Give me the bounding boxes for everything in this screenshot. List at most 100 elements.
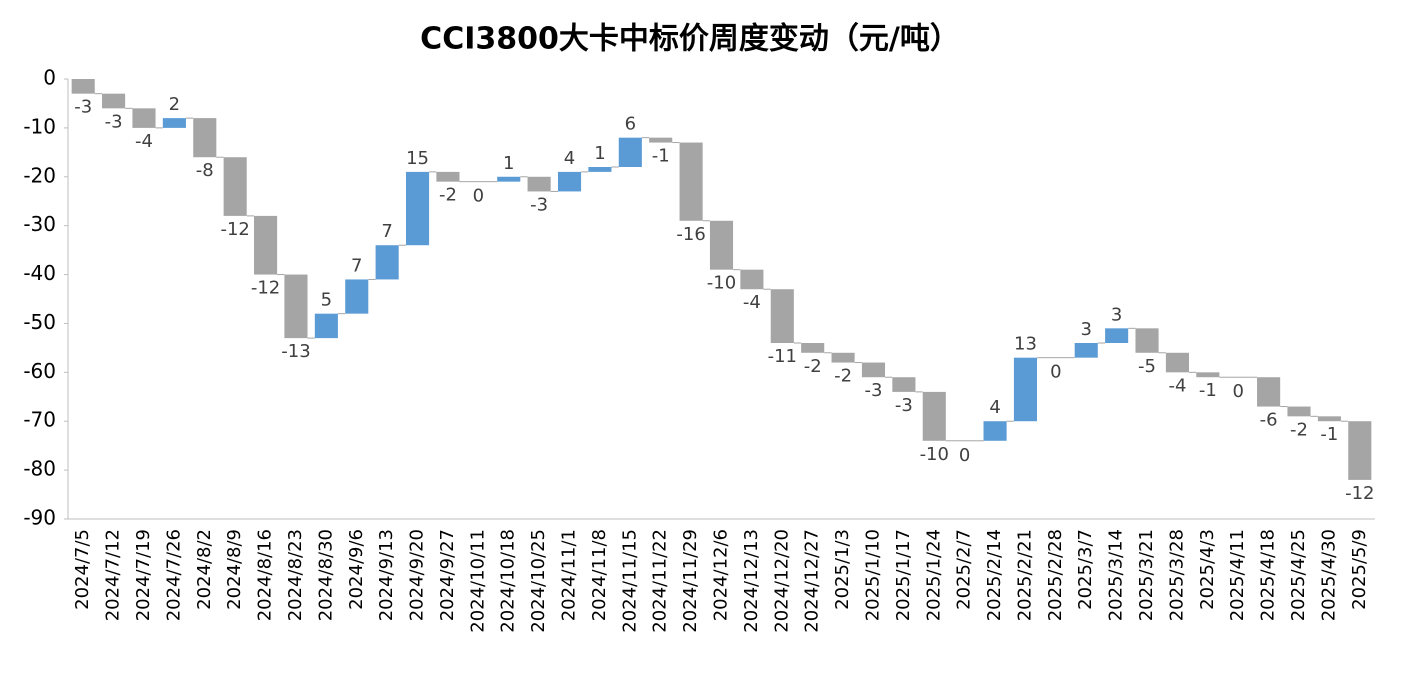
value-label: 1	[503, 153, 514, 174]
y-tick-label: -30	[23, 212, 56, 236]
value-label: -5	[1138, 356, 1156, 377]
x-tick-label: 2024/11/15	[619, 529, 640, 633]
x-tick-label: 2024/8/9	[224, 529, 245, 610]
bar	[1044, 357, 1068, 359]
y-tick-label: -70	[23, 408, 56, 432]
x-tick-label: 2025/1/3	[832, 529, 853, 610]
x-tick-label: 2024/8/23	[285, 529, 306, 621]
value-label: 0	[959, 445, 970, 466]
bar	[740, 269, 764, 290]
x-tick-label: 2024/9/27	[437, 529, 458, 621]
bar	[1074, 343, 1098, 358]
value-label: -3	[895, 395, 913, 416]
bar	[1226, 376, 1250, 378]
bar	[709, 220, 734, 270]
bar	[284, 274, 308, 339]
x-tick-label: 2025/3/14	[1106, 529, 1127, 621]
bar	[345, 279, 369, 314]
bar	[1348, 421, 1372, 480]
value-label: 4	[989, 397, 1000, 418]
x-tick-label: 2024/11/22	[650, 529, 671, 633]
bar	[831, 352, 855, 363]
x-tick-label: 2024/10/18	[498, 529, 519, 633]
x-tick-label: 2024/7/5	[72, 529, 93, 610]
x-tick-label: 2025/2/7	[954, 529, 975, 610]
x-tick-label: 2024/7/19	[133, 529, 154, 621]
value-label: -10	[707, 273, 736, 294]
value-label: -6	[1260, 410, 1278, 431]
bar	[436, 171, 460, 182]
bar	[1165, 352, 1189, 373]
y-tick-label: -90	[23, 506, 56, 530]
x-tick-label: 2025/4/11	[1227, 529, 1248, 621]
y-tick-label: -20	[23, 163, 56, 187]
x-tick-label: 2024/9/20	[407, 529, 428, 621]
x-tick-label: 2024/7/26	[163, 529, 184, 621]
bar	[557, 171, 582, 192]
value-label: -12	[251, 278, 280, 299]
bar	[102, 93, 126, 109]
x-tick-label: 2024/10/11	[467, 529, 488, 633]
x-tick-label: 2024/8/2	[194, 529, 215, 610]
x-tick-label: 2025/2/21	[1014, 529, 1035, 621]
x-tick-label: 2025/1/10	[862, 529, 883, 621]
value-label: 6	[625, 114, 636, 135]
y-tick-label: -40	[23, 261, 56, 285]
value-label: 5	[321, 290, 332, 311]
x-tick-label: 2025/2/14	[984, 529, 1005, 621]
value-label: -12	[220, 219, 249, 240]
x-tick-label: 2025/5/9	[1349, 529, 1370, 610]
x-tick-label: 2024/9/6	[346, 529, 367, 610]
x-tick-label: 2024/10/25	[528, 529, 549, 633]
bar	[375, 245, 399, 280]
bar	[1317, 416, 1341, 422]
y-tick-label: -10	[23, 114, 56, 138]
bar	[314, 313, 338, 339]
bar	[254, 215, 278, 275]
x-tick-label: 2025/4/25	[1288, 529, 1309, 621]
x-tick-label: 2024/12/27	[802, 529, 823, 633]
bar	[861, 362, 886, 378]
x-tick-label: 2024/9/13	[376, 529, 397, 621]
bar	[983, 421, 1007, 441]
value-label: -2	[834, 366, 852, 387]
bar	[892, 377, 916, 392]
value-label: 13	[1014, 334, 1037, 355]
bar	[1135, 328, 1159, 353]
value-label: -11	[768, 346, 797, 367]
value-label: -4	[135, 131, 153, 152]
bar	[953, 440, 977, 442]
value-label: -3	[105, 111, 123, 132]
x-tick-label: 2025/2/28	[1045, 529, 1066, 621]
x-tick-label: 2025/1/17	[893, 529, 914, 621]
value-label: -2	[1290, 419, 1308, 440]
x-tick-label: 2024/11/8	[589, 529, 610, 621]
bar	[1013, 357, 1038, 422]
bar	[770, 289, 794, 343]
x-tick-label: 2024/11/1	[559, 529, 580, 621]
bar	[162, 118, 186, 128]
value-label: 2	[169, 94, 180, 115]
x-tick-label: 2025/4/30	[1318, 529, 1339, 621]
value-label: 4	[564, 148, 575, 169]
value-label: 15	[406, 148, 429, 169]
x-tick-label: 2025/4/3	[1197, 529, 1218, 610]
value-label: -12	[1345, 483, 1374, 504]
x-tick-label: 2024/7/12	[103, 529, 124, 621]
value-label: -1	[1199, 380, 1217, 401]
bar	[71, 79, 95, 94]
x-tick-label: 2024/12/6	[711, 529, 732, 621]
value-label: -1	[652, 146, 670, 167]
value-label: 0	[473, 186, 484, 207]
value-label: -3	[865, 380, 883, 401]
value-label: 0	[1050, 362, 1061, 383]
value-label: 7	[381, 221, 392, 242]
value-label: 3	[1081, 319, 1092, 340]
y-tick-label: -80	[23, 457, 56, 481]
value-label: -2	[439, 185, 457, 206]
bar	[1287, 406, 1311, 417]
x-tick-label: 2025/3/21	[1136, 529, 1157, 621]
x-tick-label: 2025/1/24	[923, 529, 944, 621]
bar	[679, 142, 703, 221]
